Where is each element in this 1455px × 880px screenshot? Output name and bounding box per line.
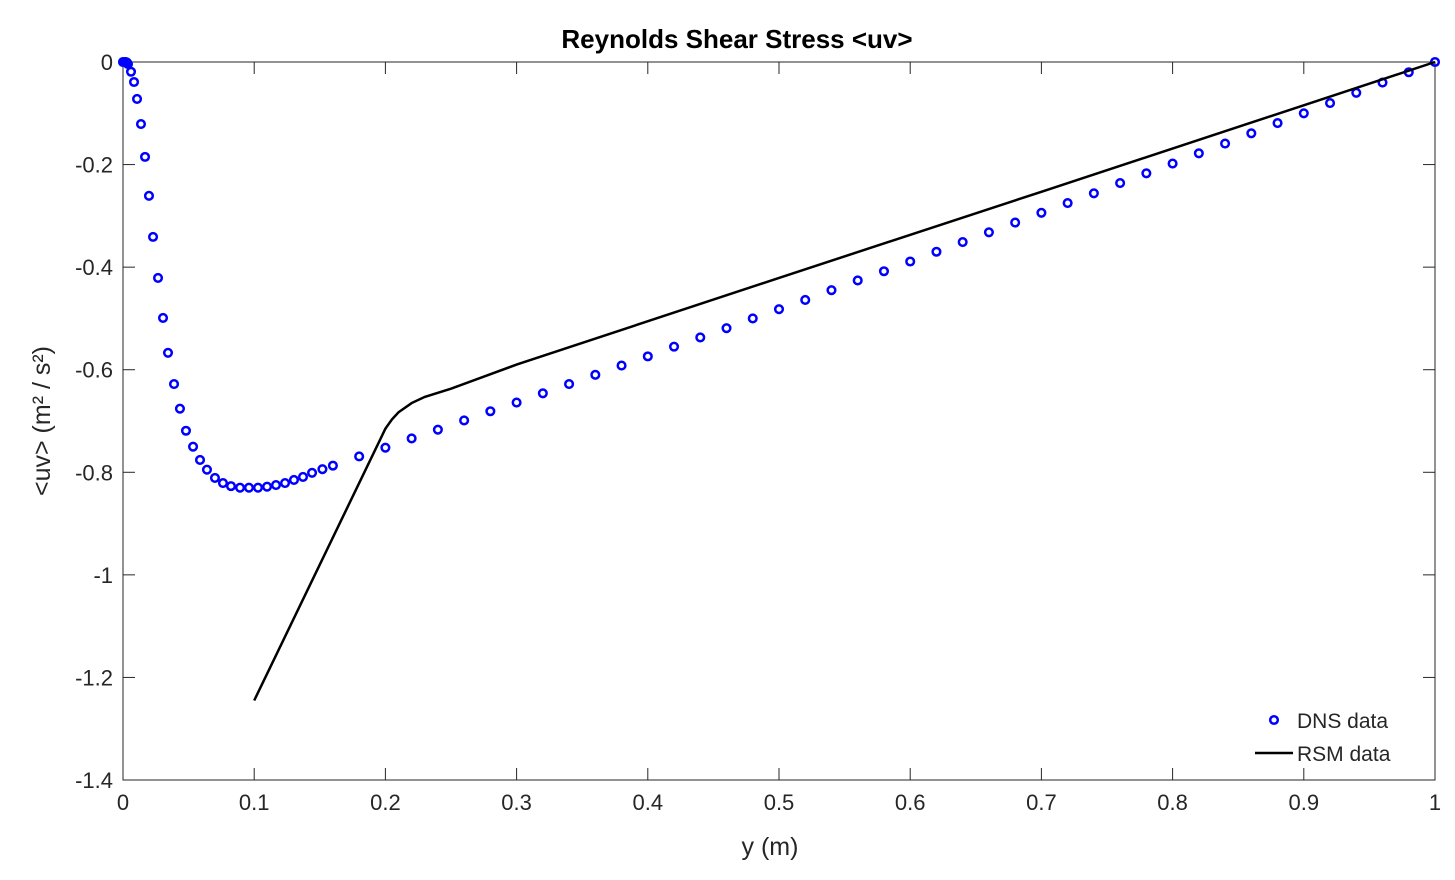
dns-point bbox=[201, 464, 213, 475]
dns-point bbox=[188, 441, 199, 452]
dns-point bbox=[139, 151, 151, 162]
legend-marker bbox=[1268, 714, 1280, 726]
dns-point bbox=[135, 119, 147, 130]
dns-point bbox=[157, 312, 169, 323]
dns-point bbox=[747, 313, 758, 324]
dns-point bbox=[209, 472, 221, 483]
dns-point bbox=[1246, 128, 1257, 139]
dns-point bbox=[380, 442, 391, 453]
dns-point bbox=[773, 304, 785, 315]
dns-point bbox=[317, 464, 328, 475]
dns-point bbox=[1220, 138, 1231, 149]
dns-point bbox=[459, 415, 470, 426]
dns-point bbox=[234, 482, 246, 493]
x-tick-label: 0.6 bbox=[895, 790, 926, 815]
dns-point bbox=[800, 294, 811, 306]
dns-point bbox=[878, 266, 890, 277]
x-tick-label: 0.5 bbox=[764, 790, 795, 815]
y-axis-label: <uv> (m² / s²) bbox=[28, 346, 56, 496]
dns-point bbox=[432, 424, 443, 435]
dns-point bbox=[180, 425, 192, 436]
x-tick-label: 0 bbox=[117, 790, 129, 815]
x-tick-label: 0.1 bbox=[239, 790, 270, 815]
dns-point bbox=[143, 190, 155, 201]
dns-point bbox=[147, 231, 159, 242]
dns-point bbox=[1010, 217, 1021, 228]
dns-point bbox=[485, 406, 496, 417]
dns-point bbox=[616, 360, 627, 371]
y-tick-label: -1 bbox=[93, 563, 113, 588]
dns-point bbox=[288, 474, 300, 486]
dns-point bbox=[131, 93, 143, 104]
x-tick-label: 0.9 bbox=[1289, 790, 1320, 815]
rsm-line bbox=[253, 60, 1436, 702]
dns-point bbox=[1324, 97, 1336, 109]
dns-point bbox=[983, 227, 994, 238]
y-tick-label: 0 bbox=[101, 50, 113, 75]
y-tick-label: -0.2 bbox=[75, 153, 113, 178]
x-tick-label: 0.2 bbox=[370, 790, 401, 815]
y-tick-label: -0.4 bbox=[75, 255, 113, 280]
x-tick-label: 0.3 bbox=[501, 790, 532, 815]
dns-point bbox=[1272, 117, 1283, 129]
dns-point bbox=[279, 478, 291, 489]
dns-point bbox=[668, 341, 680, 352]
dns-point bbox=[1062, 197, 1073, 209]
dns-point bbox=[225, 481, 237, 492]
dns-point bbox=[1141, 168, 1152, 179]
dns-point bbox=[537, 388, 548, 399]
dns-point bbox=[1193, 148, 1204, 159]
dns-point bbox=[297, 471, 309, 482]
dns-point bbox=[262, 481, 273, 492]
x-tick-label: 1 bbox=[1429, 790, 1441, 815]
plot-frame bbox=[122, 61, 1436, 781]
dns-point bbox=[354, 451, 365, 462]
dns-point bbox=[252, 482, 264, 493]
chart-title: Reynolds Shear Stress <uv> bbox=[561, 24, 912, 54]
dns-point bbox=[128, 76, 140, 88]
dns-point bbox=[1298, 108, 1309, 119]
dns-point bbox=[243, 482, 255, 493]
dns-point bbox=[174, 403, 185, 414]
dns-point bbox=[695, 332, 706, 343]
dns-point bbox=[564, 379, 575, 390]
legend-label: DNS data bbox=[1297, 710, 1388, 733]
dns-point bbox=[931, 246, 942, 257]
dns-point bbox=[905, 256, 916, 267]
y-tick-label: -0.6 bbox=[75, 358, 113, 383]
dns-point bbox=[511, 397, 522, 408]
x-tick-label: 0.8 bbox=[1157, 790, 1188, 815]
dns-point bbox=[1036, 207, 1047, 218]
dns-point bbox=[826, 285, 837, 296]
dns-point bbox=[642, 351, 653, 362]
dns-point bbox=[194, 454, 206, 466]
legend-label: RSM data bbox=[1297, 743, 1391, 766]
dns-point bbox=[1167, 158, 1178, 169]
dns-point bbox=[307, 467, 318, 478]
y-tick-label: -0.8 bbox=[75, 460, 113, 485]
dns-point bbox=[1115, 177, 1126, 189]
dns-point bbox=[406, 433, 417, 444]
dns-point bbox=[327, 460, 338, 471]
dns-point bbox=[162, 347, 174, 358]
y-tick-label: -1.4 bbox=[75, 768, 113, 793]
dns-point bbox=[125, 66, 137, 77]
y-tick-label: -1.2 bbox=[75, 665, 113, 690]
x-tick-label: 0.7 bbox=[1026, 790, 1057, 815]
x-tick-label: 0.4 bbox=[633, 790, 664, 815]
dns-point bbox=[168, 379, 180, 390]
dns-point bbox=[217, 478, 229, 489]
dns-point bbox=[721, 323, 732, 334]
dns-point bbox=[1088, 188, 1099, 199]
x-axis-label: y (m) bbox=[742, 833, 799, 861]
dns-point bbox=[590, 369, 601, 380]
dns-point bbox=[852, 275, 863, 286]
dns-point bbox=[270, 480, 282, 491]
dns-point bbox=[957, 236, 968, 248]
dns-point bbox=[152, 272, 164, 283]
